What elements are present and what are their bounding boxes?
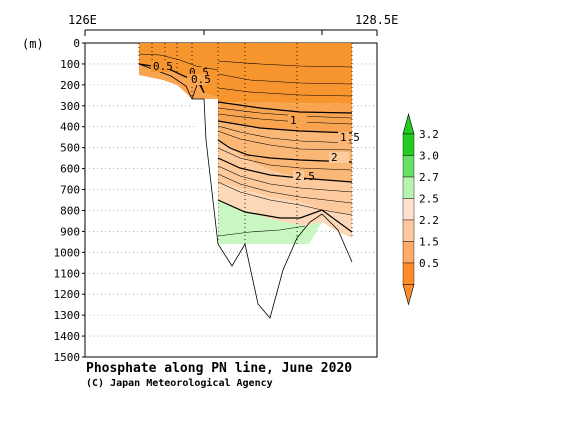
contour-surface-2	[217, 73, 353, 85]
y-tick-label: 1300	[54, 309, 81, 322]
contour-label-4: 1	[290, 114, 297, 127]
colorbar: 3.2 3.0 2.7 2.5 2.2 1.5 0.5	[402, 112, 439, 306]
colorbar-label: 3.0	[419, 150, 439, 163]
colorbar-segment	[402, 219, 415, 242]
y-tick-label: 500	[60, 142, 80, 155]
contour-label-1: 0.5	[153, 60, 173, 73]
colorbar-label: 0.5	[419, 257, 439, 270]
colorbar-segment	[402, 133, 415, 156]
y-tick-label: 200	[60, 79, 80, 92]
y-tick-label: 1200	[54, 288, 81, 301]
contour-f	[217, 165, 353, 193]
contour-labels: 0.5 0.5 0.5 1 1.5 2 2.5	[151, 60, 360, 183]
contour-label-3: 0.5	[191, 73, 211, 86]
contour-label-5: 1.5	[340, 131, 360, 144]
y-tick-label: 1500	[54, 351, 81, 364]
contour-label-7: 2.5	[295, 170, 315, 183]
credit-line: (C) Japan Meteorological Agency	[86, 377, 273, 389]
y-axis-label: (m)	[22, 37, 44, 51]
section-fill	[139, 43, 352, 244]
contour-c	[217, 125, 353, 144]
colorbar-segment	[402, 155, 415, 178]
y-tick-label: 1000	[54, 246, 81, 259]
contour-label-6: 2	[331, 151, 338, 164]
colorbar-segment	[402, 176, 415, 199]
contour-a	[217, 107, 353, 119]
y-tick-label: 300	[60, 100, 80, 113]
colorbar-segment	[402, 241, 415, 264]
colorbar-label: 3.2	[419, 128, 439, 141]
deeper-band-fill	[218, 182, 352, 238]
contour-e	[217, 147, 353, 171]
contour-1	[217, 120, 353, 134]
contour-h	[217, 181, 353, 216]
y-tick-label: 1400	[54, 330, 81, 343]
longitude-right-label: 128.5E	[355, 13, 398, 27]
y-tick-label: 100	[60, 58, 80, 71]
y-tick-labels: 0 100 200 300 400 500 600 700 800 900 1000 1100 1200…	[54, 37, 85, 364]
contour-0.5-main	[217, 101, 353, 114]
contour-surface-3	[217, 87, 353, 97]
contour-2	[217, 157, 353, 183]
colorbar-segment	[402, 198, 415, 221]
y-tick-label: 0	[73, 37, 80, 50]
longitude-left-label: 126E	[68, 13, 97, 27]
y-tick-label: 700	[60, 184, 80, 197]
contour-g	[217, 173, 353, 204]
contour-b	[217, 113, 353, 125]
grid-lines	[85, 63, 377, 337]
gap-mask	[192, 99, 218, 244]
longitude-axis: 126E 128.5E	[68, 13, 398, 36]
deep-band-fill	[218, 140, 352, 215]
y-tick-label: 400	[60, 121, 80, 134]
upper-band-fill	[218, 102, 352, 133]
chart-title: Phosphate along PN line, June 2020	[86, 361, 352, 376]
colorbar-label: 2.7	[419, 171, 439, 184]
y-tick-label: 1100	[54, 267, 81, 280]
contour-surface-1	[217, 60, 353, 68]
colorbar-label: 2.2	[419, 214, 439, 227]
surface-layer-fill	[218, 43, 352, 104]
bottom-topography	[138, 63, 353, 319]
mid-band-fill	[218, 121, 352, 182]
bathymetry-line	[138, 63, 353, 319]
y-tick-label: 600	[60, 163, 80, 176]
y-tick-label: 900	[60, 225, 80, 238]
colorbar-bottom-arrow	[402, 284, 415, 306]
contour-1.5	[217, 139, 353, 163]
colorbar-label: 1.5	[419, 236, 439, 249]
contour-green	[217, 225, 306, 237]
colorbar-label: 2.5	[419, 193, 439, 206]
contour-2.5	[217, 199, 353, 233]
colorbar-top-arrow	[402, 112, 415, 135]
contour-d	[217, 130, 353, 151]
shallow-area-upper-fill	[139, 64, 218, 99]
shallow-area-fill	[139, 43, 218, 98]
colorbar-segment	[402, 262, 415, 285]
y-tick-label: 800	[60, 204, 80, 217]
